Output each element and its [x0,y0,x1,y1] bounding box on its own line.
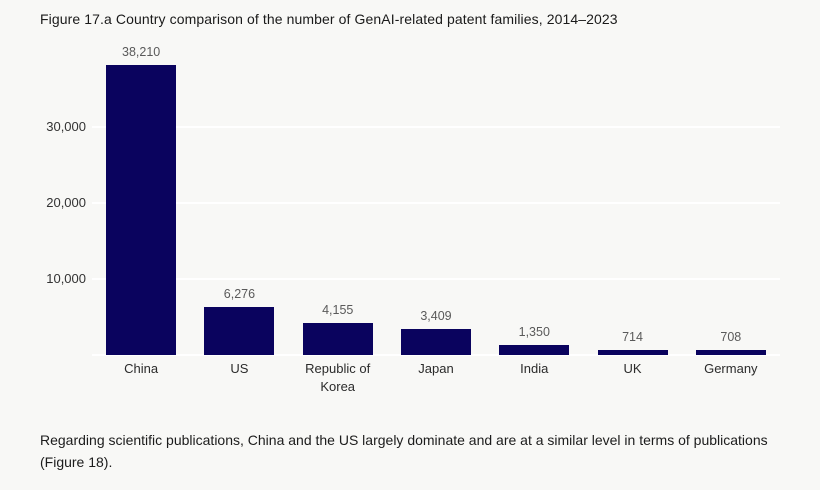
bar-value-label: 1,350 [518,324,550,339]
bar-value-label: 3,409 [420,309,452,324]
bar [204,307,275,355]
y-tick-label: 20,000 [46,195,86,211]
y-axis: 10,000 20,000 30,000 [0,55,86,355]
x-axis: China US Republic of Korea Japan India UK Germ… [92,360,780,395]
bar-group: 708 [682,330,780,355]
bar [597,349,668,355]
x-axis-label: Germany [704,361,758,376]
gridline [92,278,780,281]
x-axis-label: China [124,361,159,376]
gridline [92,126,780,129]
x-axis-label: Japan [418,361,454,376]
bar-value-label: 708 [720,329,742,344]
y-tick-label: 10,000 [46,271,86,287]
bar-group: 6,276 [190,287,288,355]
bar-group: 4,155 [289,303,387,355]
bar-value-label: 714 [622,329,643,344]
bar-group: 714 [583,330,681,355]
bar-value-label: 38,210 [122,44,161,59]
bar-value-label: 4,155 [322,303,354,318]
figure-caption: Regarding scientific publications, China… [40,432,768,471]
bar [499,344,570,355]
y-tick-label: 30,000 [46,119,86,135]
bar-group: 3,409 [387,309,485,355]
bar [302,323,373,355]
bar [400,329,471,355]
gridline [92,202,780,205]
x-axis-label: Republic of Korea [305,361,371,394]
bar-series: 38,210 6,276 4,155 3,409 1,350 714 708 [92,45,780,355]
x-axis-label: UK [623,361,642,376]
bar [695,349,766,355]
gridline [92,354,780,356]
figure-title: Figure 17.a Country comparison of the nu… [40,11,618,27]
bar-group: 38,210 [92,45,190,355]
x-axis-label: India [520,361,549,376]
plot-area: 38,210 6,276 4,155 3,409 1,350 714 708 [92,45,780,356]
bar-value-label: 6,276 [223,287,256,302]
x-axis-label: US [230,361,249,376]
bar-group: 1,350 [485,325,583,355]
bar [106,64,177,355]
